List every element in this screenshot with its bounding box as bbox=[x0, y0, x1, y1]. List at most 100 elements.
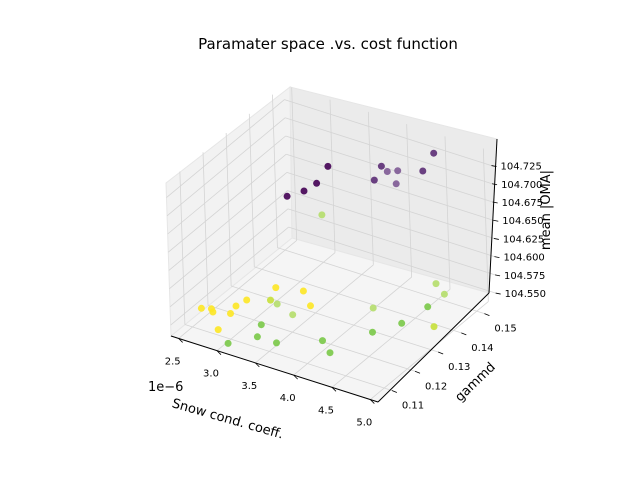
tick-label: 0.14 bbox=[471, 343, 493, 354]
tick-label: 104.650 bbox=[502, 216, 543, 227]
tick-label: 104.575 bbox=[504, 271, 545, 282]
grid-line-y bbox=[184, 324, 393, 391]
tick-mark bbox=[414, 370, 421, 374]
data-point bbox=[289, 311, 297, 319]
grid-line-z bbox=[169, 190, 288, 289]
grid-line-y bbox=[179, 171, 186, 325]
data-point bbox=[283, 192, 291, 200]
grid-line-z bbox=[166, 117, 286, 217]
tick-label: 104.600 bbox=[503, 253, 544, 264]
grid-line-z bbox=[168, 172, 288, 271]
data-point bbox=[430, 323, 438, 331]
grid-line-z bbox=[167, 135, 286, 235]
tick-mark bbox=[331, 387, 337, 392]
grid-lines bbox=[166, 87, 496, 400]
data-point bbox=[430, 149, 438, 157]
data-point bbox=[273, 300, 281, 308]
grid-line-x bbox=[178, 240, 297, 339]
tick-mark bbox=[438, 351, 444, 355]
grid-line-z bbox=[286, 172, 494, 239]
tick-mark bbox=[493, 238, 499, 240]
tick-label: 4.5 bbox=[318, 405, 334, 416]
tick-mark bbox=[461, 332, 467, 336]
x-axis-label: Snow cond. coeff. bbox=[170, 396, 285, 442]
tick-mark bbox=[494, 274, 501, 277]
grid-line-y bbox=[225, 133, 232, 287]
data-point bbox=[383, 168, 391, 175]
data-point bbox=[243, 296, 251, 304]
tick-label: 104.700 bbox=[501, 180, 542, 191]
data-point bbox=[214, 326, 222, 334]
tick-label: 0.11 bbox=[402, 400, 424, 411]
tick-label: 0.13 bbox=[448, 362, 470, 373]
tick-mark bbox=[370, 399, 375, 404]
grid-line-y bbox=[254, 266, 462, 334]
tick-mark bbox=[255, 362, 260, 368]
data-point bbox=[267, 296, 274, 304]
data-point bbox=[419, 167, 427, 175]
data-point bbox=[313, 179, 321, 187]
data-point bbox=[273, 339, 280, 347]
tick-mark bbox=[491, 165, 497, 167]
grid-line-z bbox=[286, 153, 494, 221]
tick-mark bbox=[494, 256, 500, 259]
grid-line-z bbox=[284, 117, 493, 185]
tick-label: 3.0 bbox=[203, 369, 219, 380]
grid-line-y bbox=[248, 113, 255, 267]
grid-line-z bbox=[166, 99, 285, 198]
grid-line-x bbox=[406, 124, 413, 278]
grid-line-z bbox=[287, 190, 495, 258]
data-point bbox=[392, 180, 400, 188]
tick-label: 0.15 bbox=[494, 324, 516, 335]
tick-label: 104.550 bbox=[505, 289, 546, 300]
data-point bbox=[377, 162, 385, 170]
y-axis-line bbox=[377, 292, 490, 403]
grid-line-x bbox=[367, 111, 374, 265]
tick-mark bbox=[495, 292, 501, 295]
grid-line-y bbox=[272, 94, 278, 248]
data-point bbox=[209, 308, 217, 316]
data-point bbox=[299, 287, 307, 295]
tick-mark bbox=[492, 201, 498, 204]
data-point bbox=[398, 319, 406, 327]
data-point bbox=[253, 333, 261, 341]
grid-line-z bbox=[288, 226, 496, 294]
x-offset-label: 1e−6 bbox=[148, 380, 183, 395]
data-point bbox=[369, 328, 376, 336]
grid-line-x bbox=[482, 148, 489, 302]
tick-mark bbox=[293, 374, 298, 380]
grid-line-x bbox=[293, 276, 412, 376]
data-point bbox=[227, 310, 234, 317]
tick-label: 104.675 bbox=[502, 198, 543, 209]
tick-mark bbox=[484, 313, 490, 316]
grid-line-y bbox=[231, 285, 439, 353]
grid-line-z bbox=[169, 208, 289, 308]
tick-mark bbox=[493, 219, 499, 222]
grid-line-x bbox=[444, 136, 451, 290]
grid-line-y bbox=[202, 152, 209, 306]
z-axis-line bbox=[488, 138, 498, 294]
data-point bbox=[370, 176, 378, 184]
tick-mark bbox=[216, 350, 222, 355]
data-point bbox=[432, 280, 440, 288]
tick-mark bbox=[178, 338, 183, 343]
data-point bbox=[197, 304, 205, 312]
data-point bbox=[319, 337, 326, 345]
tick-label: 5.0 bbox=[356, 418, 372, 429]
tick-label: 2.5 bbox=[165, 356, 181, 367]
grid-line-x bbox=[329, 99, 336, 253]
tick-label: 0.12 bbox=[425, 381, 447, 392]
grid-line-z bbox=[284, 99, 492, 166]
data-point bbox=[424, 303, 432, 311]
data-point bbox=[307, 302, 314, 310]
data-point bbox=[326, 349, 334, 357]
chart-title: Paramater space .vs. cost function bbox=[198, 35, 458, 53]
grid-line-x bbox=[255, 264, 374, 364]
tick-mark bbox=[491, 183, 498, 186]
grid-line-y bbox=[207, 304, 416, 372]
x-axis-line bbox=[170, 335, 379, 403]
grid-line-y bbox=[277, 247, 485, 314]
data-point bbox=[324, 162, 332, 170]
grid-line-x bbox=[291, 87, 298, 241]
data-point bbox=[232, 302, 240, 310]
